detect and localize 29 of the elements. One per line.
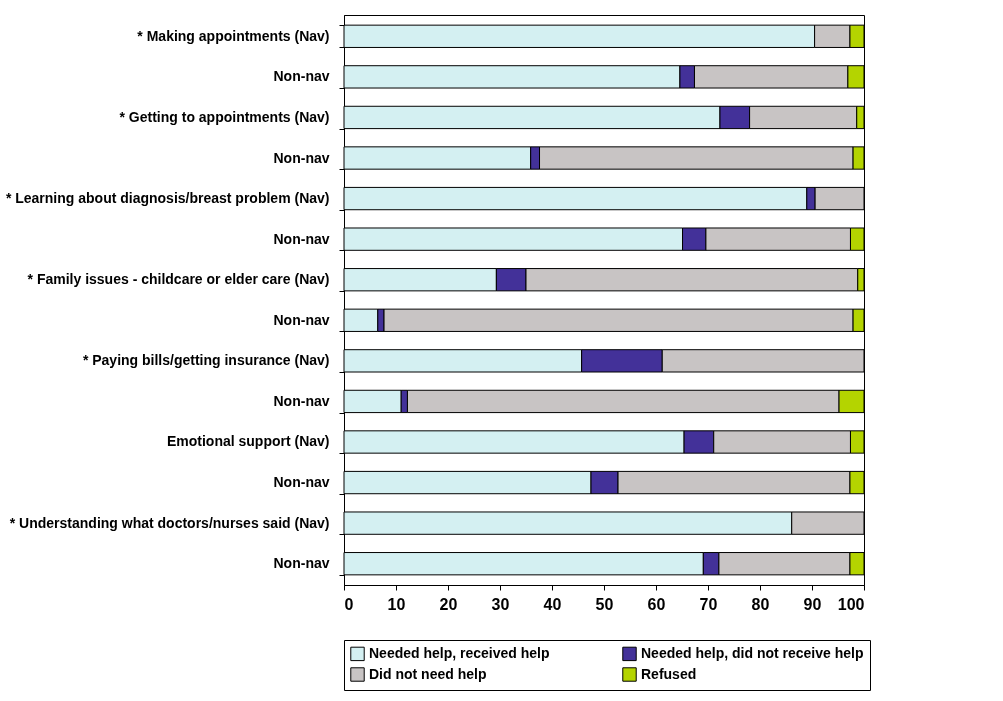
y-tick-label: * Paying bills/getting insurance (Nav) xyxy=(82,352,330,369)
x-tick-label: 0 xyxy=(344,595,354,613)
y-tick-label: Non-nav xyxy=(273,230,330,247)
y-tick-label: Non-nav xyxy=(273,474,330,491)
y-tick-label: Non-nav xyxy=(273,68,330,85)
y-tick-label: Non-nav xyxy=(273,311,330,328)
y-tick-label: * Making appointments (Nav) xyxy=(137,27,330,44)
x-tick-label: 20 xyxy=(439,595,458,613)
y-tick-label: Non-nav xyxy=(273,149,330,166)
legend-label: Needed help, received help xyxy=(369,644,550,661)
legend-label: Needed help, did not receive help xyxy=(641,644,864,661)
y-tick-label: * Learning about diagnosis/breast problem (Nav) xyxy=(5,190,330,207)
legend-label: Did not need help xyxy=(369,665,487,682)
x-tick-label: 10 xyxy=(387,595,406,613)
x-tick-label: 60 xyxy=(647,595,666,613)
y-tick-label: * Family issues - childcare or elder care (Nav) xyxy=(27,271,330,288)
x-tick-label: 40 xyxy=(543,595,562,613)
y-tick-label: Emotional support (Nav) xyxy=(166,433,330,450)
x-tick-label: 100 xyxy=(837,595,865,613)
x-tick-label: 50 xyxy=(595,595,614,613)
y-tick-label: * Understanding what doctors/nurses said (Nav) xyxy=(9,514,330,531)
y-tick-label: * Getting to appointments (Nav) xyxy=(119,108,330,125)
legend-label: Refused xyxy=(641,665,697,682)
y-tick-label: Non-nav xyxy=(273,555,330,572)
x-tick-label: 30 xyxy=(491,595,510,613)
x-tick-label: 70 xyxy=(699,595,718,613)
x-tick-label: 80 xyxy=(751,595,770,613)
y-tick-label: Non-nav xyxy=(273,392,330,409)
x-tick-label: 90 xyxy=(803,595,822,613)
